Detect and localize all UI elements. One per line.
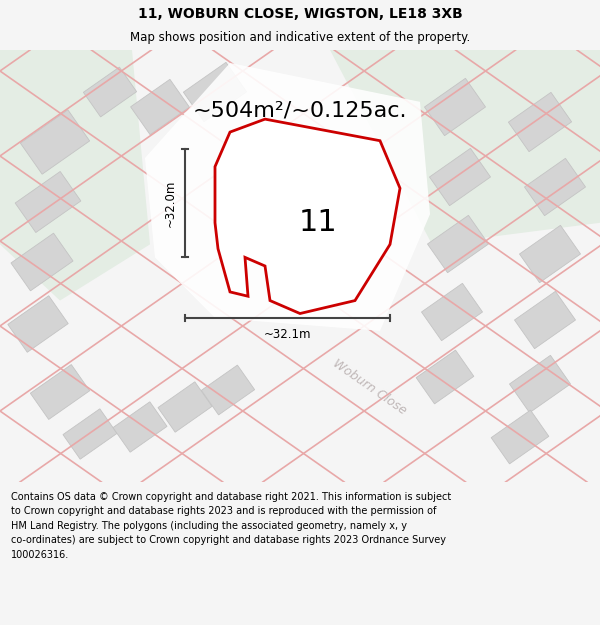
Bar bbox=[11, 233, 73, 291]
Bar bbox=[63, 409, 117, 459]
Text: Woburn Close: Woburn Close bbox=[331, 357, 409, 418]
Text: 11, WOBURN CLOSE, WIGSTON, LE18 3XB: 11, WOBURN CLOSE, WIGSTON, LE18 3XB bbox=[137, 7, 463, 21]
Polygon shape bbox=[215, 119, 400, 314]
Bar bbox=[8, 296, 68, 352]
Bar bbox=[430, 148, 491, 206]
Bar bbox=[20, 110, 89, 174]
Bar bbox=[131, 79, 190, 135]
Bar bbox=[113, 402, 167, 452]
Bar bbox=[424, 78, 485, 136]
Text: Contains OS data © Crown copyright and database right 2021. This information is : Contains OS data © Crown copyright and d… bbox=[11, 492, 451, 559]
Text: ~504m²/~0.125ac.: ~504m²/~0.125ac. bbox=[193, 101, 407, 121]
Text: ~32.0m: ~32.0m bbox=[164, 179, 177, 227]
Bar bbox=[520, 226, 581, 282]
Text: ~32.1m: ~32.1m bbox=[264, 328, 311, 341]
Bar bbox=[491, 410, 549, 464]
Polygon shape bbox=[145, 63, 430, 331]
Polygon shape bbox=[330, 50, 600, 244]
Bar bbox=[15, 171, 81, 232]
Bar bbox=[202, 365, 254, 415]
Bar bbox=[514, 291, 575, 349]
Text: 11: 11 bbox=[299, 208, 337, 238]
Bar bbox=[508, 92, 572, 152]
Bar bbox=[83, 67, 137, 117]
Bar bbox=[427, 216, 488, 272]
Bar bbox=[416, 350, 474, 404]
Bar bbox=[421, 283, 482, 341]
Polygon shape bbox=[0, 50, 150, 301]
Bar bbox=[158, 382, 212, 432]
Bar bbox=[509, 356, 571, 412]
Bar bbox=[524, 158, 586, 216]
Bar bbox=[31, 364, 89, 419]
Text: Map shows position and indicative extent of the property.: Map shows position and indicative extent… bbox=[130, 31, 470, 44]
Bar bbox=[184, 62, 247, 122]
